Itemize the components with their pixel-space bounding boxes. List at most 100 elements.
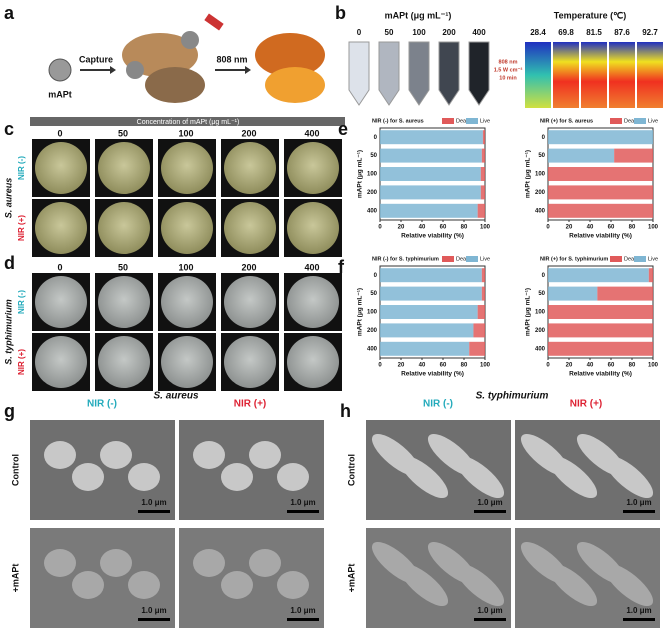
panel-label: a xyxy=(4,3,15,23)
bar-segment xyxy=(548,130,653,145)
bar-segment xyxy=(380,185,481,200)
label: 28.4 xyxy=(530,28,546,37)
legend-swatch xyxy=(466,118,478,124)
label: Relative viability (%) xyxy=(569,233,632,240)
label: 50 xyxy=(538,153,545,159)
label: 400 xyxy=(367,208,378,214)
label: mAPt (μg mL⁻¹) xyxy=(525,288,532,336)
label: NIR (+) xyxy=(234,399,267,410)
label: 0 xyxy=(374,135,378,141)
label: Live xyxy=(480,118,490,124)
cell xyxy=(277,463,309,491)
label: 400 xyxy=(535,346,546,352)
label: 40 xyxy=(587,225,594,231)
label: 200 xyxy=(241,128,256,138)
label: Live xyxy=(648,118,658,124)
bar-segment xyxy=(380,148,482,163)
label: 200 xyxy=(535,328,546,334)
cell xyxy=(221,463,253,491)
dish xyxy=(224,142,276,194)
cell xyxy=(44,441,76,469)
tubes xyxy=(348,41,663,108)
label: 50 xyxy=(370,291,377,297)
cell xyxy=(455,563,505,607)
label: NIR (-) for S. typhimurium xyxy=(372,256,439,262)
cell xyxy=(193,549,225,577)
tube xyxy=(408,41,430,106)
label: 1.0 μm xyxy=(290,498,315,507)
label: 200 xyxy=(535,190,546,196)
bar-segment xyxy=(480,185,485,200)
label: 1.0 μm xyxy=(626,606,651,615)
label: NIR (+) for S. aureus xyxy=(540,118,593,124)
tube xyxy=(348,41,370,106)
label: +mAPt xyxy=(10,564,20,593)
legend-swatch xyxy=(442,256,454,262)
bar-segment xyxy=(477,305,485,319)
legend-swatch xyxy=(634,256,646,262)
cell xyxy=(128,463,160,491)
label: NIR (-) xyxy=(17,156,26,180)
schematic xyxy=(48,13,325,103)
label: mAPt (μg mL⁻¹) xyxy=(385,10,452,20)
panel-label: d xyxy=(4,253,15,273)
bar-segment xyxy=(380,203,478,218)
label: 40 xyxy=(419,363,426,369)
cell xyxy=(72,463,104,491)
label: 100 xyxy=(535,172,546,178)
bar-segment xyxy=(473,323,485,338)
scale-bar xyxy=(138,510,170,513)
label: 1.0 μm xyxy=(141,606,166,615)
dish xyxy=(98,202,150,254)
label: NIR (-) xyxy=(87,399,117,410)
label: 200 xyxy=(442,28,456,37)
bar-segment xyxy=(548,323,653,338)
label: 100 xyxy=(367,310,378,316)
bar-segment xyxy=(480,167,485,181)
label: NIR (-) for S. aureus xyxy=(372,118,424,124)
label: 1.0 μm xyxy=(626,498,651,507)
cell xyxy=(100,441,132,469)
label: 0 xyxy=(546,363,550,369)
dish xyxy=(161,142,213,194)
scale-bar xyxy=(138,618,170,621)
bar-segment xyxy=(481,268,485,283)
cell xyxy=(399,455,449,499)
label: 40 xyxy=(587,363,594,369)
thermal-image xyxy=(609,42,635,108)
bar-segment xyxy=(380,341,470,356)
label: 80 xyxy=(629,225,636,231)
bar-segment xyxy=(548,185,653,200)
dish xyxy=(287,142,339,194)
label: 40 xyxy=(419,225,426,231)
cell xyxy=(249,549,281,577)
label: mAPt xyxy=(48,89,72,99)
dish xyxy=(35,336,87,388)
label: 100 xyxy=(412,28,426,37)
dish xyxy=(287,336,339,388)
label: 69.8 xyxy=(558,28,574,37)
tube xyxy=(468,41,490,106)
dish xyxy=(35,142,87,194)
label: 50 xyxy=(118,262,128,272)
dish xyxy=(161,336,213,388)
label: 50 xyxy=(538,291,545,297)
bar-segment xyxy=(548,148,615,163)
bar-segment xyxy=(380,286,482,301)
label: 80 xyxy=(629,363,636,369)
dish xyxy=(98,336,150,388)
label: 80 xyxy=(461,363,468,369)
label: S. aureus xyxy=(153,391,198,402)
label: 200 xyxy=(241,262,256,272)
label: Dead xyxy=(624,256,637,262)
bar-segment xyxy=(380,323,474,338)
label: 50 xyxy=(118,128,128,138)
label: NIR (-) xyxy=(423,399,453,410)
bar-segment xyxy=(380,305,478,319)
label: 0 xyxy=(542,273,546,279)
label: 1.5 W cm⁻² xyxy=(494,66,523,73)
cell xyxy=(128,571,160,599)
cell xyxy=(604,455,654,499)
label: Capture xyxy=(79,54,113,64)
